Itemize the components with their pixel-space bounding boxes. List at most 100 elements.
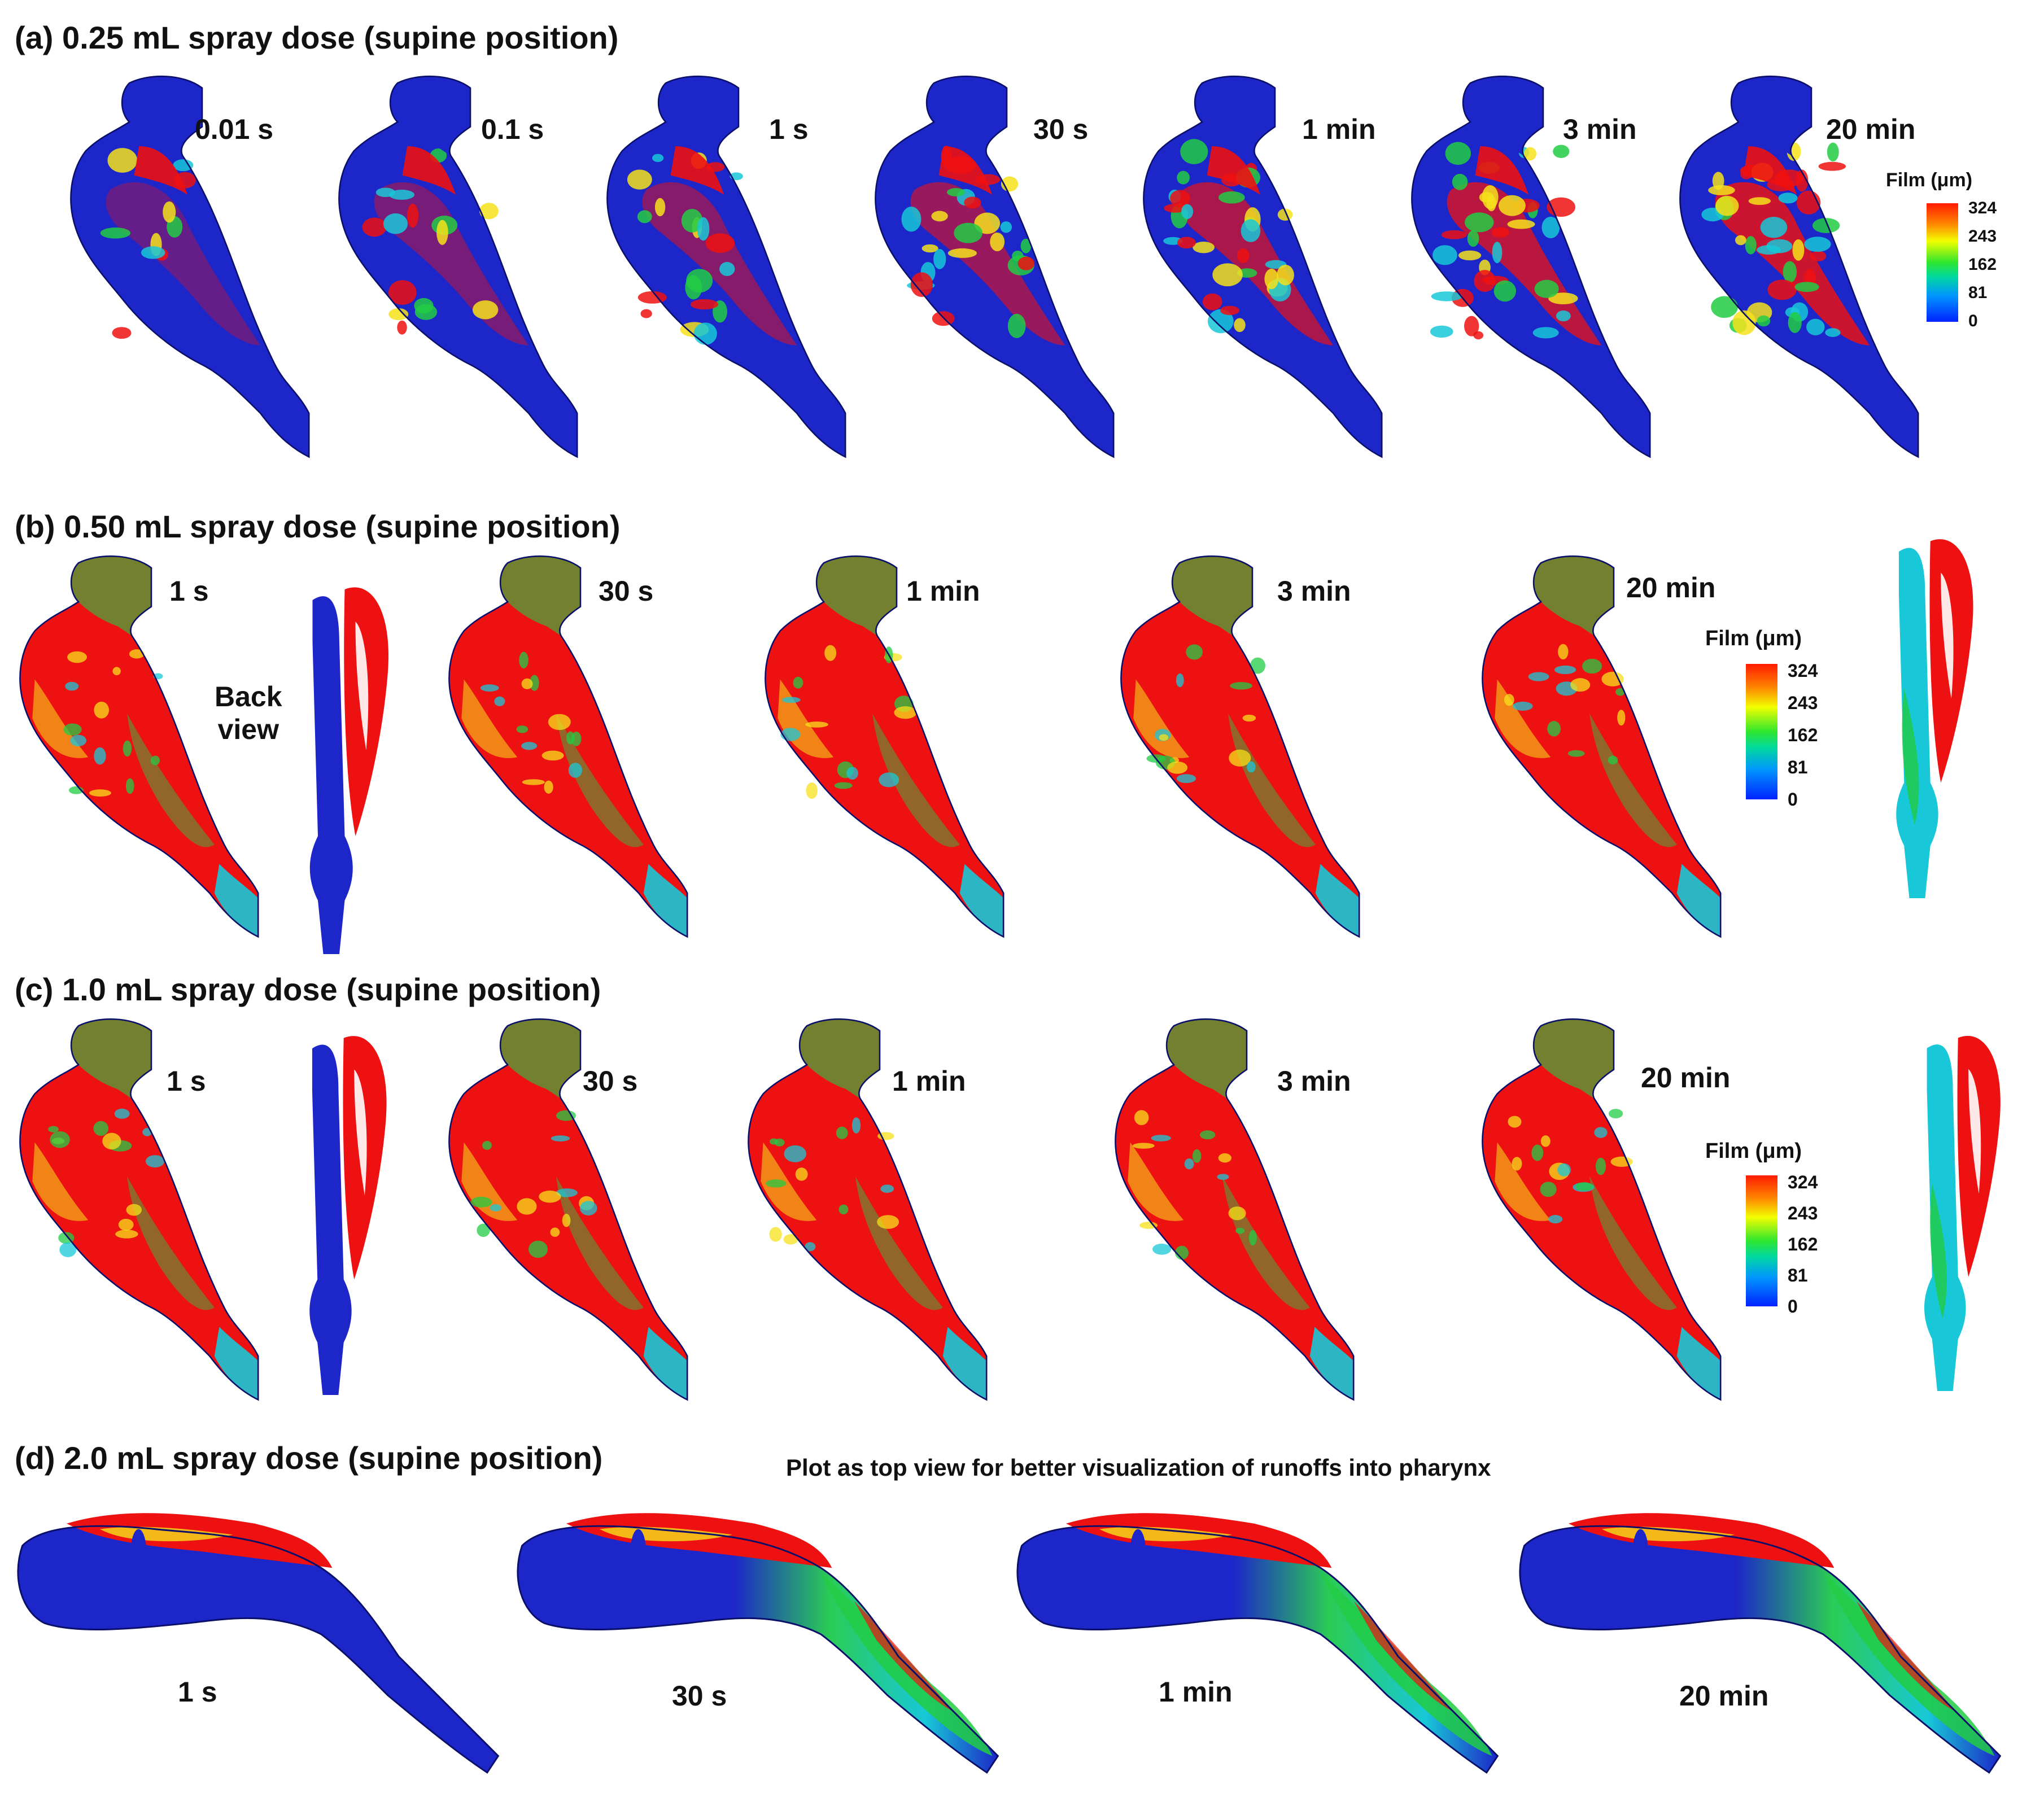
airway-outline [70, 75, 310, 458]
airway-side-view [1120, 555, 1360, 938]
film-spot [1474, 270, 1496, 292]
nostril [927, 76, 1007, 156]
film-spot [1783, 261, 1797, 283]
airway-side-view [1482, 555, 1722, 938]
film-spot [1788, 312, 1802, 333]
airway-back-view [309, 587, 388, 954]
film-spot [1465, 212, 1494, 233]
film-spot [1512, 1157, 1522, 1171]
film-spot [362, 217, 387, 237]
film-spot [1818, 161, 1846, 171]
film-spot [1180, 139, 1208, 164]
time-label-a-1: 0.01 s [195, 113, 274, 145]
airway-outline [1411, 75, 1651, 458]
film-spot [118, 1218, 134, 1231]
film-region [214, 1327, 259, 1400]
film-spot [126, 1204, 142, 1216]
time-label-d-1: 1 s [178, 1676, 217, 1708]
film-gap [1941, 572, 1954, 699]
airway-side-view [1143, 75, 1383, 458]
film-spot [562, 1214, 571, 1227]
time-label-d-3: 1 min [1159, 1676, 1233, 1708]
legend-tick: 324 [1788, 661, 1818, 681]
film-spot [637, 291, 667, 304]
airway-outline [1482, 555, 1722, 938]
film-spot [571, 731, 582, 746]
airway-surface [1482, 556, 1721, 937]
film-spot [805, 721, 828, 728]
film-spot [1493, 280, 1516, 302]
film-spot [1218, 191, 1245, 204]
legend-title: Film (μm) [1705, 1139, 1802, 1163]
film-spot [1532, 327, 1559, 339]
film-spot [1760, 217, 1788, 238]
film-spot [1176, 774, 1196, 783]
film-spot [640, 309, 652, 318]
film-region [127, 713, 215, 847]
film-spot [1234, 318, 1246, 333]
film-spot [1184, 1158, 1194, 1170]
airway-back-view [1896, 539, 1973, 898]
film-spot [1567, 750, 1585, 757]
film-spot [1250, 657, 1266, 674]
airway-side-view [448, 1018, 688, 1401]
time-label-b-2: 30 s [599, 575, 654, 607]
film-spot [931, 211, 948, 222]
airway-surface [1017, 1526, 1498, 1773]
nostril [122, 76, 202, 156]
film-spot [766, 1179, 787, 1188]
film-spot [1235, 1227, 1245, 1234]
film-spot [921, 244, 938, 253]
septum-bump [1632, 1529, 1649, 1573]
airway-outline [19, 1018, 259, 1401]
film-spot [1247, 761, 1256, 773]
film-region [214, 864, 259, 937]
film-spot [100, 227, 131, 239]
film-region [32, 1142, 89, 1221]
film-spot [1570, 678, 1591, 692]
airway-outline [448, 555, 688, 938]
airway-side-view [1482, 1018, 1722, 1401]
legend-title: Film (μm) [1705, 627, 1802, 650]
film-spot [894, 706, 917, 719]
section-d-title: (d) 2.0 mL spray dose (supine position) [15, 1440, 603, 1476]
film-spot [774, 1138, 785, 1147]
film-spot [93, 1121, 109, 1136]
legend-tick: 81 [1788, 757, 1808, 777]
film-spot [1548, 292, 1578, 305]
film-spot [877, 1132, 894, 1140]
film-region [134, 146, 188, 195]
film-spot [1264, 268, 1279, 290]
airway-surface [18, 1526, 499, 1773]
film-spot [1804, 237, 1831, 252]
film-spot [1277, 264, 1294, 286]
airway-surface [449, 556, 688, 937]
film-spot [1241, 219, 1261, 242]
film-spot [1499, 195, 1526, 216]
film-spot [1595, 1157, 1606, 1175]
legend-tick: 243 [1968, 227, 1997, 246]
film-spot [1708, 185, 1735, 195]
film-spot [1582, 658, 1602, 674]
film-region [1495, 1142, 1551, 1221]
film-spot [414, 304, 438, 320]
airway-surface [1924, 1044, 1966, 1391]
airway-side-view [1679, 75, 1919, 458]
film-spot [1020, 238, 1032, 253]
film-spot [1558, 644, 1569, 660]
film-spot [877, 1215, 899, 1229]
legend-tick: 243 [1788, 1203, 1818, 1223]
film-spot [59, 1242, 77, 1257]
film-spot [1556, 310, 1571, 322]
airway-surface [517, 1526, 998, 1773]
film-spot [880, 1184, 894, 1193]
film-spot [1812, 218, 1840, 233]
film-region [1676, 1327, 1721, 1400]
film-spot [519, 651, 529, 669]
film-spot [112, 327, 132, 339]
film-spot [102, 1132, 121, 1150]
film-gap [1968, 1069, 1981, 1194]
film-spot [901, 206, 921, 232]
film-spot [879, 772, 899, 788]
